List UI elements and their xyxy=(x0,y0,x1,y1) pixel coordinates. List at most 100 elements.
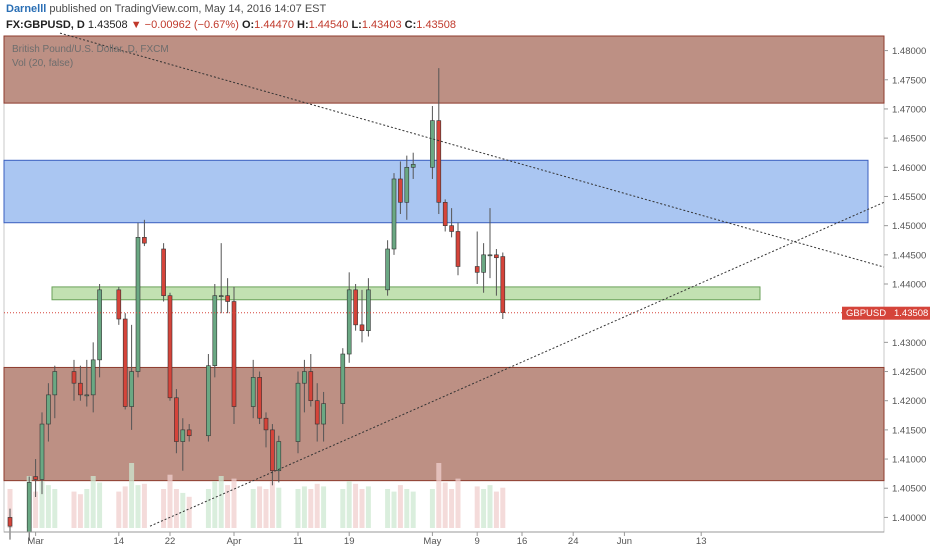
volume-bar xyxy=(173,489,179,528)
published-text: published on TradingView.com, May 14, 20… xyxy=(46,3,327,15)
volume-bar xyxy=(455,478,461,528)
volume-bar xyxy=(7,489,13,528)
volume-bar xyxy=(442,482,448,528)
descending-trendline xyxy=(59,32,885,268)
candle-body xyxy=(436,120,442,203)
volume-bar xyxy=(353,483,359,528)
candle-body xyxy=(231,301,237,407)
volume-bar xyxy=(487,485,493,528)
volume-bar xyxy=(77,494,83,528)
y-tick-label: 1.44500 xyxy=(892,250,926,261)
resistance-zone xyxy=(3,35,885,104)
y-tick-label: 1.43000 xyxy=(892,338,926,349)
author-link[interactable]: Darnelll xyxy=(6,3,47,15)
candle-body xyxy=(225,295,230,302)
x-tick-label: 24 xyxy=(568,536,579,547)
y-tick-label: 1.45500 xyxy=(892,192,926,203)
price-tag-symbol: GBPUSD xyxy=(846,308,886,319)
open-label: O: xyxy=(241,19,255,31)
volume-bar xyxy=(225,485,231,528)
x-tick-label: 13 xyxy=(696,536,707,547)
x-tick-label: 22 xyxy=(165,536,176,547)
candle-body xyxy=(186,429,192,437)
candle-body xyxy=(366,289,371,331)
volume-bar xyxy=(231,478,237,528)
candle-body xyxy=(410,164,416,168)
volume-bar xyxy=(429,489,435,528)
y-tick-label: 1.41500 xyxy=(892,425,926,436)
y-tick-label: 1.42000 xyxy=(892,396,926,407)
legend-volume: Vol (20, false) xyxy=(12,58,74,69)
volume-bar xyxy=(167,474,173,528)
y-tick-label: 1.40000 xyxy=(892,513,926,524)
x-tick-label: Apr xyxy=(227,536,242,547)
volume-bar xyxy=(404,489,410,528)
x-tick-label: 11 xyxy=(293,536,303,547)
volume-bar xyxy=(385,489,391,528)
volume-bar xyxy=(397,485,403,528)
y-tick-label: 1.47500 xyxy=(892,75,926,86)
volume-bar xyxy=(365,486,371,528)
x-tick-label: 16 xyxy=(517,536,528,547)
axes-layer: 1.40000 1.40500 1.41000 1.41500 1.42000 1.425… xyxy=(4,46,930,547)
open-value: 1.44470 xyxy=(254,19,294,31)
x-tick-label: 19 xyxy=(344,536,355,547)
candle-body xyxy=(308,371,314,402)
candle-body xyxy=(430,120,435,168)
candle-body xyxy=(7,517,13,527)
volume-bar xyxy=(250,489,256,528)
y-tick-label: 1.41000 xyxy=(892,455,926,466)
candle-body xyxy=(116,289,122,320)
volume-bar xyxy=(218,476,224,528)
x-tick-label: Mar xyxy=(27,536,43,547)
candle-body xyxy=(122,318,128,407)
volume-bar xyxy=(141,483,147,528)
candle-body xyxy=(353,289,358,326)
candles-layer xyxy=(7,68,506,541)
volume-bar xyxy=(205,489,211,528)
candle-body xyxy=(39,423,45,480)
symbol-label: FX:GBPUSD, D xyxy=(6,19,85,31)
volume-bar xyxy=(314,483,320,528)
volume-bar xyxy=(90,476,96,528)
y-tick-label: 1.40500 xyxy=(892,484,926,495)
legend-title: British Pound/U.S. Dollar, D, FXCM xyxy=(12,44,169,55)
candle-body xyxy=(295,382,301,442)
candle-body xyxy=(78,382,83,396)
candle-body xyxy=(314,400,320,425)
volume-bar xyxy=(97,482,103,528)
volume-bar xyxy=(340,489,346,528)
green-zone xyxy=(51,286,761,301)
volume-bar xyxy=(45,485,51,528)
price-tag xyxy=(842,306,930,320)
candle-body xyxy=(174,397,179,442)
blue-zone xyxy=(3,159,869,224)
volume-layer xyxy=(7,463,506,528)
candle-body xyxy=(474,266,480,273)
x-tick-label: 9 xyxy=(475,536,480,547)
volume-bar xyxy=(33,491,39,528)
volume-bar xyxy=(436,463,442,528)
volume-bar xyxy=(263,489,269,528)
y-tick-label: 1.48000 xyxy=(892,46,926,57)
volume-bar xyxy=(180,492,186,528)
close-value: 1.43508 xyxy=(416,19,457,31)
volume-bar xyxy=(308,489,314,528)
volume-bar xyxy=(391,491,397,528)
candle-body xyxy=(212,295,218,366)
volume-bar xyxy=(71,491,77,528)
volume-bar xyxy=(135,485,141,528)
volume-bar xyxy=(257,486,263,528)
candle-body xyxy=(26,482,32,533)
candle-body xyxy=(276,441,282,472)
candle-body xyxy=(442,202,448,226)
volume-bar xyxy=(321,486,327,528)
candle-body xyxy=(167,295,173,399)
y-tick-label: 1.47000 xyxy=(892,104,926,115)
volume-bar xyxy=(295,489,301,528)
volume-bar xyxy=(212,481,218,528)
candle-body xyxy=(33,476,38,480)
volume-bar xyxy=(269,481,275,528)
candle-body xyxy=(263,417,269,431)
